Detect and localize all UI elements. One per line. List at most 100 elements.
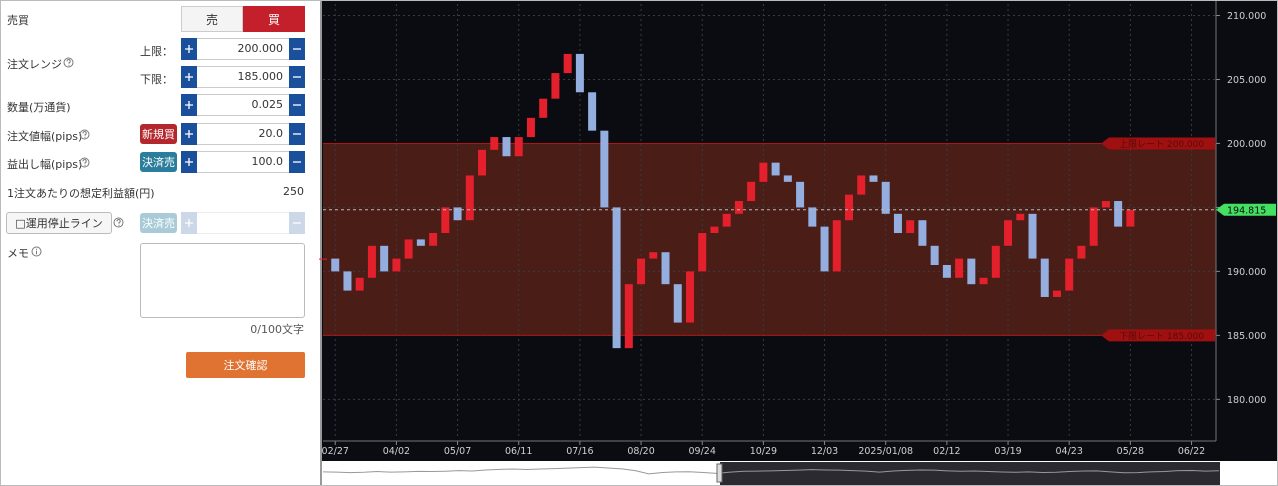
- candle: [649, 252, 658, 259]
- candle: [502, 137, 511, 157]
- help-icon[interactable]: [79, 157, 90, 168]
- candle: [478, 149, 487, 176]
- counter: 0/100文字: [250, 323, 304, 336]
- stepper: [181, 212, 305, 234]
- x-tick-label: 05/28: [1117, 446, 1144, 457]
- help-icon[interactable]: [113, 217, 124, 228]
- candle: [734, 201, 743, 214]
- help-icon[interactable]: [63, 57, 74, 68]
- candle: [612, 207, 621, 349]
- label: 益出し幅(pips): [7, 158, 83, 171]
- candle: [429, 233, 438, 246]
- navigator-handle: [716, 463, 723, 483]
- band-label: 上限レート 200.000: [1119, 139, 1204, 150]
- candle: [967, 258, 976, 285]
- badge: 決済売: [140, 152, 177, 172]
- candle: [453, 207, 462, 221]
- candle: [575, 53, 584, 93]
- input[interactable]: 185.000: [197, 66, 289, 88]
- info-icon[interactable]: [31, 246, 42, 257]
- range-band: [323, 143, 1216, 336]
- candle: [539, 98, 548, 118]
- candle: [563, 53, 572, 74]
- navigator-window: [720, 462, 1220, 485]
- y-tick-label: 190.000: [1227, 267, 1266, 278]
- candle: [893, 213, 902, 234]
- plus-button: [181, 212, 197, 234]
- candle: [710, 226, 719, 234]
- stepper: 185.000: [181, 66, 305, 88]
- input[interactable]: 100.0: [197, 151, 289, 173]
- candle: [857, 175, 866, 195]
- x-tick-label: 06/22: [1178, 446, 1205, 457]
- candle: [685, 271, 694, 323]
- band-tag: [1101, 137, 1215, 150]
- candle: [1089, 207, 1098, 246]
- candle: [343, 271, 352, 291]
- candle: [416, 239, 425, 246]
- submit-button[interactable]: 注文確認: [186, 352, 305, 378]
- plus-button[interactable]: [181, 123, 197, 145]
- label: 注文レンジ: [7, 58, 62, 71]
- candle: [551, 73, 560, 99]
- help-icon[interactable]: [79, 129, 90, 140]
- candle: [1040, 258, 1049, 297]
- input[interactable]: 20.0: [197, 123, 289, 145]
- candle: [661, 252, 670, 285]
- x-tick-label: 12/03: [811, 446, 838, 457]
- candle: [1016, 213, 1025, 221]
- y-tick-label: 200.000: [1227, 139, 1266, 150]
- stepper: 100.0: [181, 151, 305, 173]
- stepper: 0.025: [181, 94, 305, 116]
- candle: [1101, 201, 1110, 208]
- candle: [392, 258, 401, 272]
- candle: [624, 284, 633, 349]
- minus-button[interactable]: [289, 94, 305, 116]
- x-tick-label: 08/20: [627, 446, 654, 457]
- candle: [367, 245, 376, 278]
- candle: [759, 162, 768, 182]
- candle: [490, 137, 499, 150]
- candle: [918, 220, 927, 246]
- sell-button[interactable]: 売: [181, 6, 243, 32]
- input[interactable]: 0.025: [197, 94, 289, 116]
- plus-button[interactable]: [181, 94, 197, 116]
- candle: [1052, 290, 1061, 297]
- label: 下限：: [140, 73, 173, 86]
- checkbox-button[interactable]: □運用停止ライン: [6, 212, 112, 234]
- candle: [906, 220, 915, 234]
- candle: [979, 277, 988, 285]
- candle: [404, 239, 413, 259]
- candle: [832, 220, 841, 272]
- candle: [722, 213, 731, 227]
- x-tick-label: 09/24: [689, 446, 716, 457]
- y-tick-label: 185.000: [1227, 331, 1266, 342]
- plus-button[interactable]: [181, 151, 197, 173]
- x-tick-label: 07/16: [566, 446, 593, 457]
- plus-button[interactable]: [181, 66, 197, 88]
- candle: [796, 181, 805, 208]
- candle: [955, 258, 964, 278]
- x-tick-label: 02/27: [322, 446, 349, 457]
- divider: [320, 1, 322, 485]
- input[interactable]: 200.000: [197, 38, 289, 60]
- buy-button[interactable]: 買: [243, 6, 305, 32]
- candle: [1126, 209, 1135, 227]
- x-tick-label: 10/29: [750, 446, 777, 457]
- current-price-label: 194.815: [1227, 205, 1266, 216]
- label: 注文値幅(pips): [7, 130, 83, 143]
- candle: [1028, 213, 1037, 259]
- candle: [441, 207, 450, 234]
- candle: [881, 181, 890, 214]
- candle: [1077, 245, 1086, 259]
- minus-button[interactable]: [289, 151, 305, 173]
- minus-button[interactable]: [289, 66, 305, 88]
- candle: [588, 92, 597, 131]
- minus-button[interactable]: [289, 38, 305, 60]
- memo-textarea[interactable]: [140, 243, 305, 318]
- candle: [1065, 258, 1074, 291]
- minus-button[interactable]: [289, 123, 305, 145]
- plus-button[interactable]: [181, 38, 197, 60]
- chart-background: [322, 1, 1277, 485]
